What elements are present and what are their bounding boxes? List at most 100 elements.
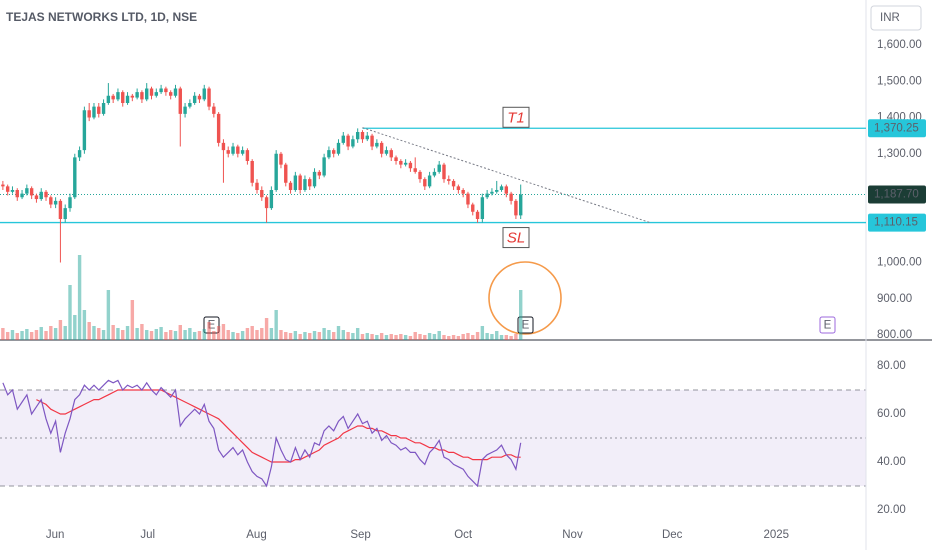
volume-bar (197, 331, 202, 340)
volume-bar (332, 332, 336, 340)
candle-body (178, 88, 182, 114)
volume-bar (351, 333, 355, 340)
volume-bar (53, 328, 58, 340)
volume-bar (456, 336, 461, 340)
candle-body (365, 135, 369, 140)
volume-bar (101, 330, 106, 340)
candle-body (408, 162, 413, 169)
volume-bar (68, 285, 72, 340)
volume-bar (111, 325, 115, 340)
candle-body (121, 92, 125, 103)
candle-body (351, 139, 355, 147)
candle-body (499, 186, 504, 190)
x-tick-label: Oct (454, 529, 473, 541)
volume-bar (298, 334, 302, 340)
event-marker: E (203, 316, 220, 334)
x-tick-label: Jun (46, 529, 65, 541)
volume-bar (5, 332, 10, 340)
volume-bar (168, 330, 173, 340)
volume-bar (212, 331, 216, 340)
volume-bar (73, 315, 77, 340)
candle-body (15, 190, 19, 198)
candle-body (101, 103, 106, 114)
candle-body (164, 88, 168, 93)
currency[interactable]: INR (880, 12, 900, 24)
candle-body (34, 195, 39, 200)
x-tick-label: 2025 (763, 529, 789, 541)
volume-bar (77, 255, 82, 340)
candle-body (39, 191, 43, 200)
volume-bar (192, 332, 197, 340)
volume-bar (413, 332, 417, 340)
y-tick-label: 1,500.00 (877, 75, 922, 87)
x-tick-label: Jul (140, 529, 155, 541)
volume-bar (121, 330, 125, 340)
candle-body (384, 150, 389, 154)
level-price: 1,110.15 (874, 217, 918, 229)
volume-bar (475, 332, 480, 340)
candle-body (279, 153, 283, 165)
candle-body (10, 190, 15, 192)
candle-body (73, 157, 77, 198)
candle-body (336, 142, 341, 154)
candle-body (413, 168, 417, 172)
volume-bar (461, 334, 465, 340)
rsi-tick-label: 40.00 (877, 456, 906, 468)
volume-bar (447, 336, 451, 340)
volume-bar (231, 332, 235, 340)
event-label: E (522, 320, 530, 332)
volume-bar (317, 332, 322, 340)
volume-bar (394, 335, 398, 340)
volume-bar (399, 334, 403, 340)
candle-body (519, 194, 523, 216)
volume-bar (245, 328, 250, 340)
volume-bar (274, 310, 278, 340)
candle-body (236, 146, 240, 154)
volume-bar (322, 328, 326, 340)
volume-bar (116, 328, 120, 340)
volume-bar (207, 322, 211, 340)
volume-bar (485, 333, 489, 340)
volume-bar (202, 329, 206, 340)
x-tick-label: Dec (662, 529, 683, 541)
candle-body (77, 150, 82, 158)
volume-bar (504, 335, 509, 340)
volume-bar (379, 333, 384, 340)
candle-body (269, 190, 274, 209)
volume-bar (360, 334, 365, 340)
candle-body (495, 190, 499, 192)
candle-body (192, 95, 197, 103)
x-tick-label: Sep (350, 529, 370, 541)
candle-body (394, 157, 398, 161)
candle-body (379, 142, 384, 154)
candle-body (135, 92, 139, 98)
level-price: 1,370.25 (874, 122, 919, 134)
candle-body (317, 171, 322, 176)
candle-body (168, 92, 173, 96)
candle-body (427, 175, 432, 187)
volume-bar (336, 326, 341, 340)
y-tick-label: 1,300.00 (877, 148, 922, 160)
volume-bar (20, 331, 24, 340)
candle-body (207, 88, 211, 107)
candle-body (63, 208, 67, 219)
candle-body (322, 157, 326, 176)
candle-body (389, 150, 393, 158)
rsi-tick-label: 60.00 (877, 408, 906, 420)
volume-bar (365, 333, 369, 340)
candle-body (346, 135, 350, 147)
volume-bar (240, 331, 245, 340)
currency-box[interactable] (870, 5, 922, 31)
volume-bar (480, 326, 485, 340)
volume-bar (499, 335, 504, 340)
candle-body (284, 164, 288, 183)
volume-bar (451, 335, 456, 340)
volume-bar (519, 290, 523, 340)
y-tick-label: 1,000.00 (877, 257, 922, 269)
candle-body (442, 164, 446, 180)
level-tag (502, 106, 530, 128)
volume-bar (34, 330, 39, 340)
candle-body (471, 204, 475, 212)
candle-body (106, 95, 111, 103)
